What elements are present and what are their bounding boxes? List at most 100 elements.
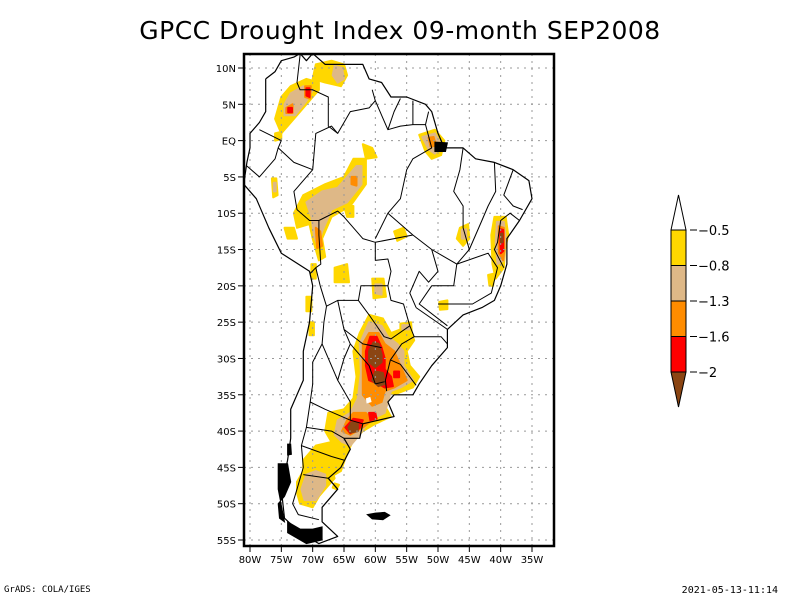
colorbar-label: −2 [698,366,717,381]
country-border [306,426,345,439]
lon-tick-label: 70W [301,555,324,566]
country-border [374,100,430,131]
drought-region-peru-spot-core [272,181,277,193]
drought-region-colombia-red-a [287,106,293,114]
lon-tick-label: 75W [270,555,293,566]
lat-tick-label: 15S [217,246,236,257]
lat-tick-label: 50S [217,500,236,511]
drought-region-venezuela-north-core [331,64,345,84]
country-border [468,162,497,250]
country-border [387,212,439,308]
drought-region-mato-grosso-spot [393,226,408,242]
lat-tick-label: 10S [217,209,236,220]
island-chiloe [287,443,292,456]
lon-tick-label: 55W [395,555,418,566]
drought-gap-pampas-hole [365,396,372,404]
country-border [390,359,417,386]
country-border [296,54,376,134]
country-border [309,401,351,421]
footer-credit: GrADS: COLA/IGES [4,585,91,595]
drought-region-bahia-brown [500,232,504,244]
colorbar-label: −1.3 [698,295,730,310]
coastline-layer [244,54,533,545]
country-border [312,125,339,170]
map-frame [242,52,556,548]
country-border [438,252,498,305]
drought-region-peru-south-spot [283,226,298,240]
lat-tick-label: 40S [217,427,236,438]
axes: 10N 5N EQ 5S 10S 15S 20S 25S 30S 35S 40S 45S 50S 55S8… [216,64,544,566]
drought-region-bahia-blanca-red [368,411,378,422]
country-border [503,169,523,211]
drought-region-argentina-nw-spot [305,295,313,313]
country-border [315,210,392,307]
footer-timestamp: 2021-05-13-11:14 [681,585,778,596]
colorbar-segment [670,229,687,266]
colorbar-label: −0.8 [698,260,730,275]
country-border [303,474,329,479]
country-border [259,129,313,171]
lat-tick-label: EQ [222,137,236,148]
colorbar-label: −1.6 [698,331,730,346]
country-border [418,249,458,327]
colorbar-segment [670,336,687,373]
drought-region-bolivia-spot [343,205,355,218]
drought-region-rs-core [401,324,411,331]
country-border [321,343,339,381]
lat-tick-label: 20S [217,282,236,293]
colorbar-segment [670,265,687,302]
chart-title: GPCC Drought Index 09-month SEP2008 [139,16,661,45]
country-border [453,147,470,265]
drought-region-amazon-orange [350,175,358,187]
island-marajo [434,141,449,152]
colorbar-segment [670,300,687,337]
country-border [384,325,415,392]
country-border [415,307,448,330]
lat-tick-label: 35S [217,391,236,402]
country-border [301,445,345,461]
country-border [375,234,413,243]
lon-tick-label: 45W [458,555,481,566]
lon-tick-label: 65W [333,555,356,566]
lat-tick-label: 25S [217,318,236,329]
drought-region-pampas-brown-a [368,341,383,369]
drought-region-patagonia-core [300,470,327,502]
lon-tick-label: 40W [489,555,512,566]
lon-tick-label: 60W [364,555,387,566]
drought-region-paraguay-core [374,283,383,296]
colorbar-top-arrow [670,194,687,231]
lat-tick-label: 5N [222,100,236,111]
country-border [343,329,382,349]
colorbar-bottom-arrow [670,371,687,408]
drought-region-uruguay-red [393,370,401,379]
island-tierra-del-fuego-fill [287,520,323,545]
country-border [246,147,279,178]
drought-region-guyana-spot [361,143,378,160]
island-chile-archipelago [277,463,292,523]
drought-region-bolivia-south-spot [333,263,350,284]
drought-region-chile-north-spot [310,263,317,280]
country-border [337,300,363,425]
country-border [493,212,520,268]
lat-tick-label: 55S [217,536,236,547]
gridlines [244,54,554,546]
lon-tick-label: 35W [521,555,544,566]
lat-tick-label: 45S [217,463,236,474]
lat-tick-label: 10N [216,64,236,75]
country-border [349,343,385,385]
lat-tick-label: 5S [223,173,236,184]
drought-region-south-buenos-aires-brown [347,421,359,434]
lat-tick-label: 30S [217,354,236,365]
country-border [387,98,401,130]
island-falklands [366,511,391,521]
lon-tick-label: 50W [427,555,450,566]
lon-tick-label: 80W [239,555,262,566]
country-border [414,336,448,345]
drought-region-colombia-red-b [305,87,311,98]
coastline [244,54,533,545]
colorbar-label: −0.5 [698,224,730,239]
drought-region-argentina-west-spot [308,321,315,337]
drought-fill-layer [270,59,510,509]
colorbar-legend: −0.5 −0.8 −1.3 −1.6 −2 [670,194,730,408]
